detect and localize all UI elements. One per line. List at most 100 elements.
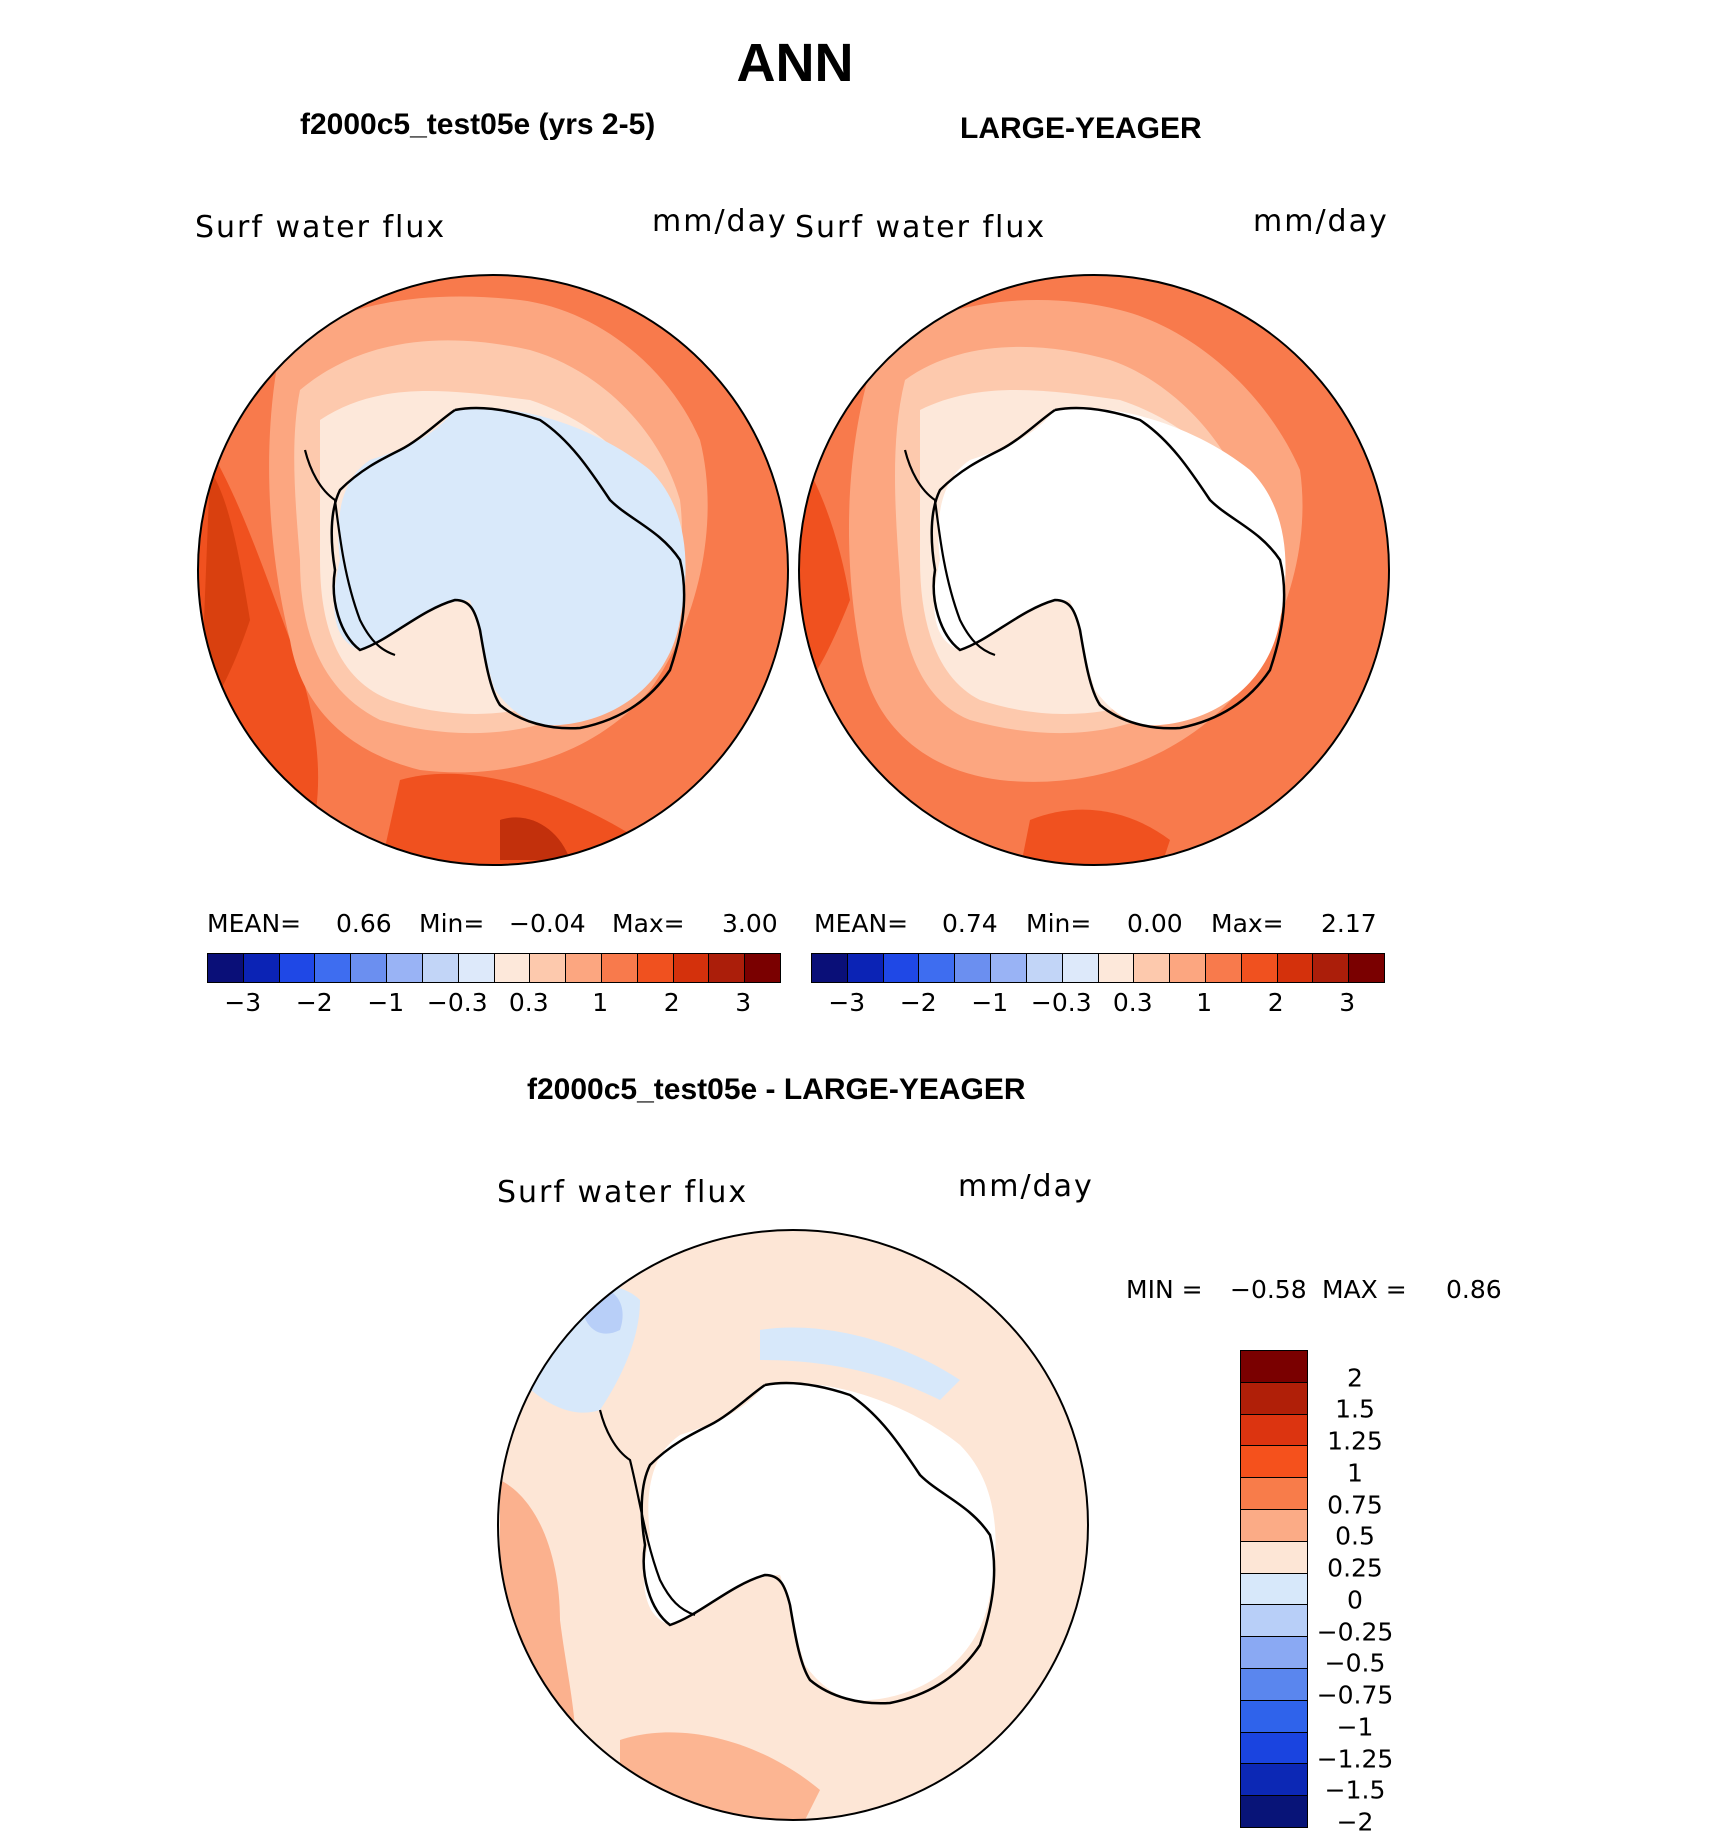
- colorbar-swatch: [422, 954, 459, 982]
- colorbar-tick-label: −1: [367, 988, 405, 1017]
- panel-2-units-label: mm/day: [1253, 204, 1389, 239]
- colorbar-tick-label: −2: [1336, 1807, 1374, 1837]
- panel-2-min-value: 0.00: [1127, 909, 1183, 938]
- colorbar-swatch: [1241, 1509, 1307, 1542]
- map-3-border: [497, 1229, 1089, 1821]
- colorbar-swatch: [1241, 1573, 1307, 1606]
- panel-1-title: f2000c5_test05e (yrs 2-5): [300, 108, 656, 141]
- colorbar-tick-label: −0.3: [426, 988, 488, 1017]
- panel-1-mean-value: 0.66: [336, 909, 392, 938]
- colorbar-swatch: [991, 954, 1027, 982]
- colorbar-swatch: [279, 954, 316, 982]
- colorbar-swatch: [1241, 1478, 1307, 1510]
- colorbar-swatch: [1241, 1605, 1307, 1638]
- colorbar-tick-label: −0.25: [1316, 1617, 1394, 1647]
- colorbar-tick-label: −3: [828, 988, 866, 1017]
- colorbar-tick-label: −1: [1336, 1712, 1374, 1742]
- colorbar-swatch: [1241, 1764, 1307, 1797]
- page-title: ANN: [736, 33, 854, 93]
- panel-1-units-label: mm/day: [652, 204, 788, 239]
- map-panel-2: [799, 275, 1389, 865]
- panel-1-colorbar: [207, 953, 781, 983]
- colorbar-tick-label: 3: [735, 988, 752, 1017]
- colorbar-swatch: [812, 954, 848, 982]
- colorbar-swatch: [208, 954, 244, 982]
- panel-1-variable-label: Surf water flux: [195, 210, 447, 245]
- colorbar-swatch: [1026, 954, 1063, 982]
- map-panel-1: [198, 275, 788, 865]
- panel-1-max-value: 3.00: [722, 909, 778, 938]
- colorbar-swatch: [745, 954, 780, 982]
- colorbar-tick-label: 0.25: [1327, 1553, 1383, 1583]
- colorbar-tick-label: −0.3: [1030, 988, 1092, 1017]
- colorbar-swatch: [1241, 1700, 1307, 1733]
- colorbar-tick-label: 2: [1267, 988, 1284, 1017]
- colorbar-swatch: [1313, 954, 1350, 982]
- panel-2-colorbar: [811, 953, 1385, 983]
- colorbar-swatch: [530, 954, 567, 982]
- colorbar-swatch: [1205, 954, 1242, 982]
- colorbar-swatch: [315, 954, 352, 982]
- colorbar-tick-label: −2: [899, 988, 937, 1017]
- diff-colorbar: [1240, 1350, 1308, 1828]
- colorbar-swatch: [243, 954, 280, 982]
- panel-2-max-value: 2.17: [1321, 909, 1377, 938]
- colorbar-tick-label: −2: [295, 988, 333, 1017]
- panel-2-mean-value: 0.74: [942, 909, 998, 938]
- colorbar-tick-label: 3: [1339, 988, 1356, 1017]
- diff-max-label: MAX =: [1322, 1275, 1407, 1304]
- colorbar-tick-label: 0.75: [1327, 1490, 1383, 1520]
- colorbar-tick-label: 2: [1347, 1363, 1363, 1393]
- colorbar-swatch: [847, 954, 884, 982]
- colorbar-tick-label: 1.25: [1327, 1426, 1383, 1456]
- diff-panel-title: f2000c5_test05e - LARGE-YEAGER: [527, 1073, 1026, 1106]
- colorbar-swatch: [1241, 1637, 1307, 1669]
- colorbar-tick-label: 0.5: [1335, 1521, 1375, 1551]
- colorbar-swatch: [1062, 954, 1099, 982]
- panel-1-max-label: Max=: [612, 909, 685, 938]
- panel-1-mean-label: MEAN=: [207, 909, 302, 938]
- diff-units-label: mm/day: [958, 1169, 1094, 1204]
- colorbar-swatch: [351, 954, 388, 982]
- colorbar-tick-label: −3: [224, 988, 262, 1017]
- colorbar-swatch: [709, 954, 746, 982]
- colorbar-swatch: [1241, 1382, 1307, 1415]
- colorbar-swatch: [919, 954, 956, 982]
- panel-1-min-value: −0.04: [509, 909, 586, 938]
- colorbar-tick-label: −1.25: [1316, 1744, 1394, 1774]
- panel-2-variable-label: Surf water flux: [795, 210, 1047, 245]
- colorbar-swatch: [955, 954, 992, 982]
- colorbar-swatch: [1241, 1351, 1307, 1383]
- colorbar-swatch: [1277, 954, 1314, 982]
- colorbar-tick-label: 1: [592, 988, 609, 1017]
- colorbar-swatch: [601, 954, 638, 982]
- colorbar-tick-label: 0: [1347, 1585, 1363, 1615]
- colorbar-tick-label: 1: [1347, 1458, 1363, 1488]
- colorbar-swatch: [1349, 954, 1384, 982]
- colorbar-tick-label: 2: [663, 988, 680, 1017]
- colorbar-swatch: [1241, 1732, 1307, 1765]
- panel-1-min-label: Min=: [419, 909, 485, 938]
- colorbar-swatch: [1241, 1668, 1307, 1701]
- colorbar-swatch: [883, 954, 920, 982]
- panel-2-title: LARGE-YEAGER: [960, 112, 1202, 145]
- colorbar-swatch: [387, 954, 423, 982]
- colorbar-tick-label: 1.5: [1335, 1394, 1375, 1424]
- colorbar-swatch: [1241, 1446, 1307, 1479]
- map-1-border: [197, 274, 789, 866]
- colorbar-swatch: [673, 954, 710, 982]
- colorbar-swatch: [1241, 1796, 1307, 1827]
- colorbar-swatch: [566, 954, 602, 982]
- colorbar-tick-label: 0.3: [508, 988, 549, 1017]
- panel-2-max-label: Max=: [1211, 909, 1284, 938]
- colorbar-swatch: [637, 954, 674, 982]
- colorbar-tick-label: 1: [1196, 988, 1213, 1017]
- colorbar-swatch: [1134, 954, 1171, 982]
- colorbar-tick-label: −0.75: [1316, 1680, 1394, 1710]
- diff-min-label: MIN =: [1126, 1275, 1203, 1304]
- colorbar-tick-label: −1: [971, 988, 1009, 1017]
- colorbar-tick-label: 0.3: [1112, 988, 1153, 1017]
- colorbar-swatch: [1170, 954, 1206, 982]
- panel-2-mean-label: MEAN=: [814, 909, 909, 938]
